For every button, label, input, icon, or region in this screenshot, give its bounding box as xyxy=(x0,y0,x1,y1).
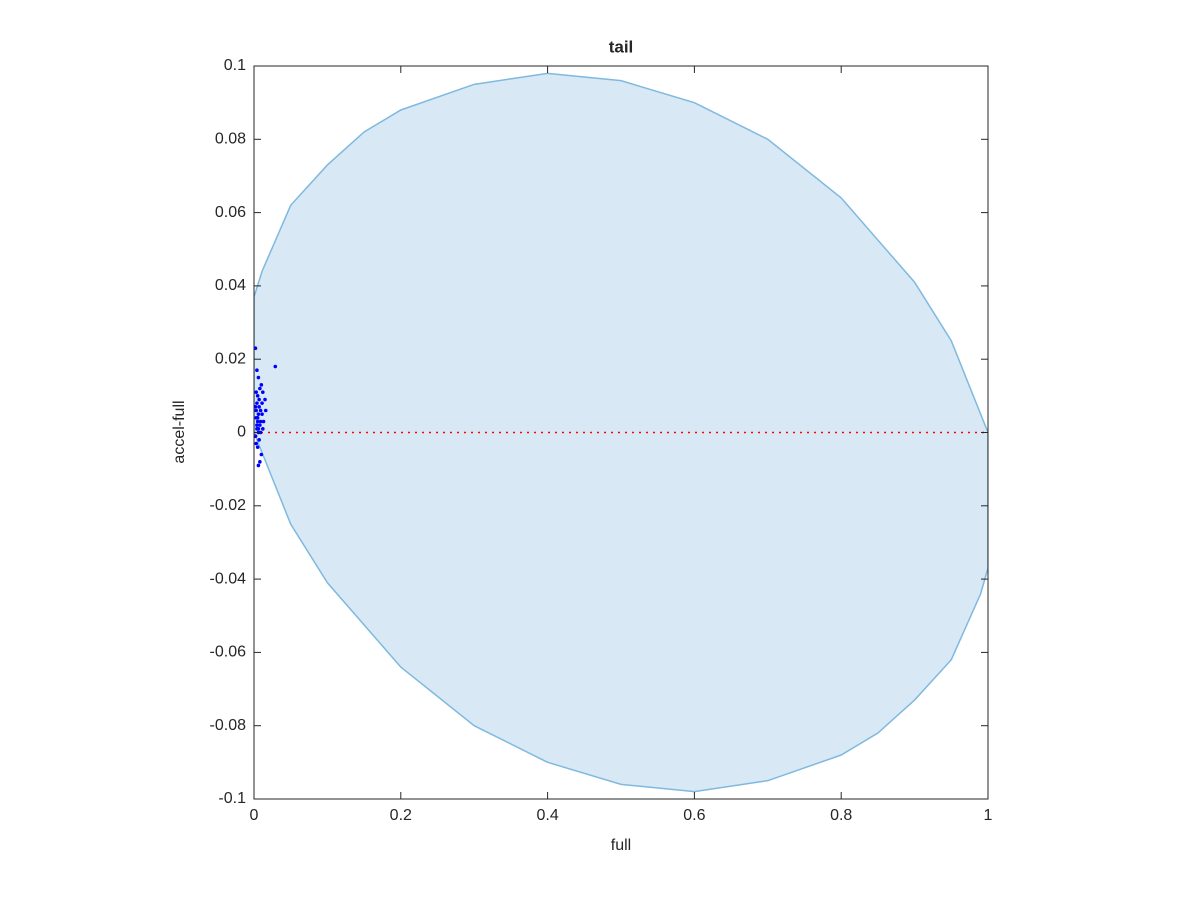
point xyxy=(258,408,263,413)
y-tick-label: -0.08 xyxy=(210,717,247,734)
point xyxy=(258,419,263,424)
point xyxy=(254,408,259,413)
y-tick-label: -0.06 xyxy=(210,644,247,661)
x-tick-label: 0.4 xyxy=(536,807,558,824)
point xyxy=(259,452,264,457)
x-tick-label: 0.6 xyxy=(683,807,705,824)
point xyxy=(257,438,261,442)
x-tick-label: 1 xyxy=(984,807,993,824)
point xyxy=(263,408,268,413)
point xyxy=(260,412,264,416)
point xyxy=(257,405,261,409)
point xyxy=(256,463,261,468)
x-tick-label: 0.2 xyxy=(390,807,412,824)
y-tick-label: 0.06 xyxy=(215,204,246,221)
point xyxy=(254,346,258,351)
point xyxy=(263,397,267,402)
point xyxy=(256,427,261,431)
point xyxy=(256,375,261,380)
point xyxy=(260,401,264,405)
axes: 0 0.2 0.4 0.6 0.8 1 -0.1 -0.08 -0.06 -0.04 -0.02 0 0… xyxy=(210,57,993,824)
x-tick-label: 0.8 xyxy=(830,807,852,824)
y-tick-label: 0 xyxy=(237,424,246,441)
point xyxy=(258,423,262,427)
point xyxy=(255,416,260,420)
point xyxy=(258,460,262,464)
y-tick-label: -0.04 xyxy=(210,570,247,587)
point xyxy=(255,401,259,405)
x-tick-label: 0 xyxy=(250,807,259,824)
point xyxy=(254,405,258,409)
point xyxy=(273,364,278,369)
y-tick-label: 0.1 xyxy=(224,57,246,74)
y-tick-label: -0.02 xyxy=(210,497,247,514)
point xyxy=(261,390,265,394)
y-axis-label: accel-full xyxy=(171,400,188,463)
area xyxy=(254,72,988,793)
y-tick-label: -0.1 xyxy=(218,790,246,807)
point xyxy=(255,368,259,372)
point xyxy=(261,419,266,424)
x-axis-label: full xyxy=(611,837,631,854)
point xyxy=(254,390,259,394)
point xyxy=(255,394,260,398)
y-tick-label: 0.08 xyxy=(215,131,246,148)
point xyxy=(259,383,264,387)
point xyxy=(261,427,265,431)
plot-area xyxy=(254,72,988,793)
point xyxy=(254,441,259,446)
point xyxy=(255,423,259,427)
point xyxy=(255,445,260,449)
point xyxy=(258,386,262,391)
point xyxy=(255,419,260,424)
point xyxy=(254,434,258,438)
y-tick-label: 0.04 xyxy=(215,277,246,294)
point xyxy=(256,412,261,416)
chart-title: tail xyxy=(609,37,634,56)
point xyxy=(257,397,261,402)
y-tick-label: 0.02 xyxy=(215,350,246,367)
